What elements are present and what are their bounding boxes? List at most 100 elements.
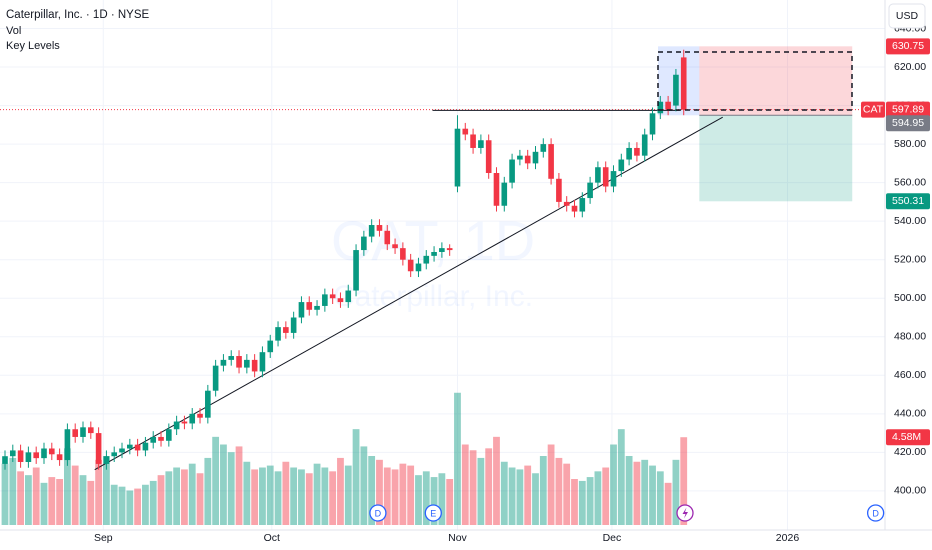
candle-body: [634, 147, 640, 156]
volume-bar: [110, 484, 118, 525]
candle-body: [337, 298, 344, 303]
candle-body: [111, 452, 118, 457]
candle-body: [501, 182, 508, 206]
candle-body: [17, 450, 24, 462]
target-price-label-bg: [886, 193, 930, 210]
candle-body: [212, 365, 219, 391]
candle-body: [228, 356, 235, 360]
volume-bar: [524, 465, 532, 525]
volume-bar: [532, 473, 539, 525]
candle-body: [462, 128, 469, 135]
volume-bar: [516, 469, 524, 525]
y-tick-label: 400.00: [894, 485, 926, 497]
candle-body: [88, 427, 94, 434]
currency-label: USD: [896, 10, 919, 22]
volume-bar: [446, 479, 454, 525]
candle-body: [376, 225, 383, 231]
candle-body: [345, 290, 352, 303]
x-tick-label: 2026: [776, 532, 800, 544]
volume-bar: [539, 456, 547, 525]
candle-body: [173, 421, 180, 430]
candle-body: [680, 57, 687, 110]
candle-body: [657, 101, 664, 114]
volume-bar: [430, 477, 438, 525]
candle-body: [454, 128, 461, 187]
volume-bar: [610, 444, 617, 525]
candle-body: [236, 356, 242, 368]
candle-body: [142, 442, 149, 451]
candle-body: [283, 327, 289, 333]
candle-body: [556, 178, 562, 202]
y-tick-label: 500.00: [894, 292, 926, 304]
volume-bar: [188, 463, 196, 525]
volume-bar: [220, 444, 227, 525]
candle-body: [361, 236, 367, 251]
candle-body: [665, 101, 671, 110]
candle-body: [392, 244, 398, 249]
candle-body: [119, 448, 125, 453]
candle-body: [127, 444, 133, 449]
volume-bar: [157, 475, 165, 525]
candle-body: [548, 144, 554, 179]
volume-bar: [571, 479, 578, 525]
y-tick-label: 440.00: [894, 408, 926, 420]
volume-bar: [493, 436, 500, 525]
chart-title: Caterpillar, Inc. · 1D · NYSE: [6, 9, 149, 21]
volume-bar: [485, 448, 493, 525]
volume-bar: [32, 467, 40, 525]
candle-body: [244, 359, 250, 368]
volume-bar: [399, 463, 407, 525]
candle-body: [158, 436, 164, 441]
volume-bar: [259, 467, 266, 525]
candle-body: [470, 134, 476, 148]
last-price-label: 597.89: [892, 103, 924, 115]
y-tick-label: 420.00: [894, 446, 926, 458]
candle-body: [275, 327, 281, 341]
volume-bar: [415, 475, 422, 525]
candle-body: [25, 452, 32, 462]
y-tick-label: 560.00: [894, 176, 926, 188]
candle-body: [267, 340, 274, 353]
volume-bar: [368, 456, 376, 525]
candle-body: [673, 74, 679, 106]
x-tick-label: Oct: [264, 532, 280, 544]
candle-body: [400, 248, 406, 260]
volume-bar: [617, 429, 625, 525]
candle-body: [134, 444, 141, 451]
stop-price-label: 630.75: [892, 40, 924, 52]
event-label: E: [430, 508, 436, 518]
y-tick-label: 580.00: [894, 138, 926, 150]
volume-bar: [321, 467, 329, 525]
volume-bar: [118, 486, 126, 525]
candle-body: [251, 359, 258, 372]
trendline: [94, 116, 723, 471]
candle-body: [493, 173, 500, 206]
volume-bar: [454, 392, 461, 525]
candle-body: [415, 263, 422, 272]
candle-body: [33, 452, 40, 459]
candle-body: [649, 113, 656, 135]
candle-body: [189, 413, 196, 424]
volume-bar: [641, 459, 649, 525]
volume-bar: [40, 482, 48, 525]
volume-bar: [563, 463, 571, 525]
volume-bar: [633, 461, 641, 525]
candle-body: [314, 305, 320, 310]
candle-body: [64, 429, 71, 461]
candle-body: [595, 167, 601, 183]
volume-bar: [422, 471, 430, 525]
volume-bar: [477, 457, 485, 525]
target-price-label: 550.31: [892, 195, 924, 207]
candle-body: [41, 448, 47, 459]
stop-price-label-bg: [886, 38, 930, 55]
volume-bar: [266, 465, 274, 525]
event-marker: [369, 504, 387, 522]
volume-bar: [87, 480, 95, 525]
candle-body: [9, 450, 16, 457]
candle-body: [56, 454, 63, 461]
currency-button[interactable]: [888, 3, 926, 29]
volume-bar: [95, 459, 103, 525]
volume-bar: [602, 467, 610, 525]
volume-bar: [149, 480, 157, 525]
